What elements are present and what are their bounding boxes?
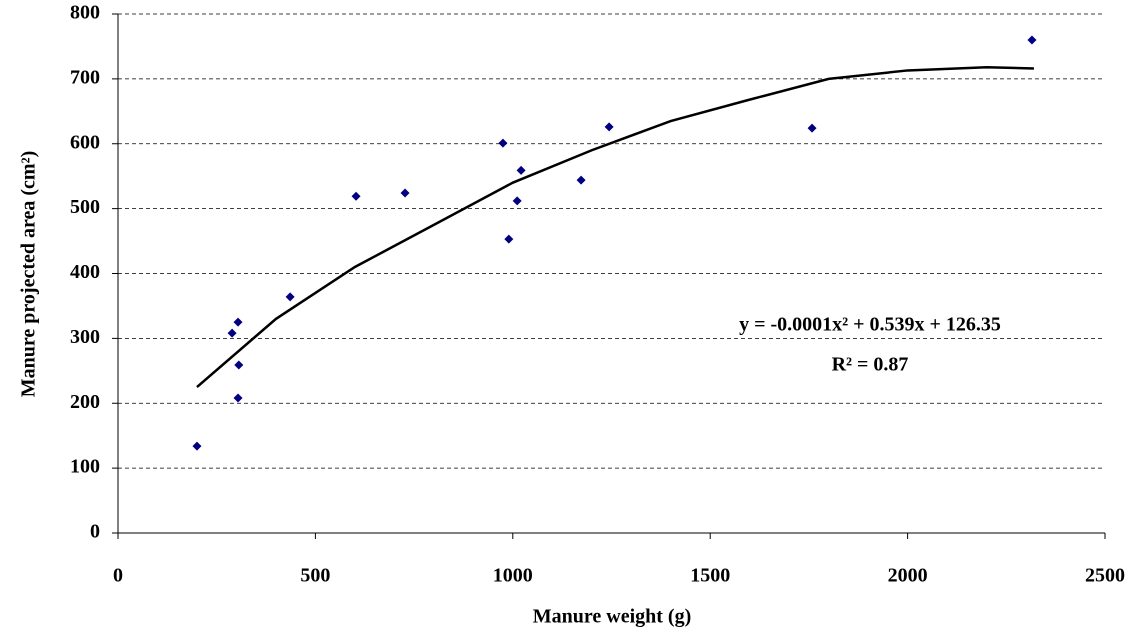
y-axis-title: Manure projected area (cm²) [18,151,40,397]
point [192,441,202,451]
point [351,191,361,201]
y-tick-label: 0 [90,521,100,543]
point [498,138,508,148]
r-squared: R² = 0.87 [832,354,909,376]
x-axis-title: Manure weight (g) [533,606,692,628]
y-tick-label: 500 [70,196,100,218]
equation: y = -0.0001x² + 0.539x + 126.35 [739,314,1001,336]
x-tick-label: 1500 [690,565,730,587]
y-tick-label: 600 [70,131,100,153]
point [512,196,522,206]
x-tick-label: 500 [300,565,330,587]
point [285,292,295,302]
x-tick-label: 1000 [493,565,533,587]
y-tick-label: 700 [70,66,100,88]
trendline [196,65,1034,388]
point [233,393,243,403]
x-tick-label: 2500 [1085,565,1125,587]
y-tick-label: 400 [70,261,100,283]
y-tick-label: 300 [70,326,100,348]
point [516,165,526,175]
point [604,122,614,132]
point [227,328,237,338]
point [504,234,514,244]
point [807,123,817,133]
point [234,360,244,370]
x-tick-label: 0 [113,565,123,587]
y-tick-label: 800 [70,2,100,24]
point [1027,35,1037,45]
point [233,317,243,327]
y-tick-label: 200 [70,391,100,413]
y-tick-label: 100 [70,456,100,478]
x-tick-label: 2000 [888,565,928,587]
point [576,175,586,185]
point [400,188,410,198]
